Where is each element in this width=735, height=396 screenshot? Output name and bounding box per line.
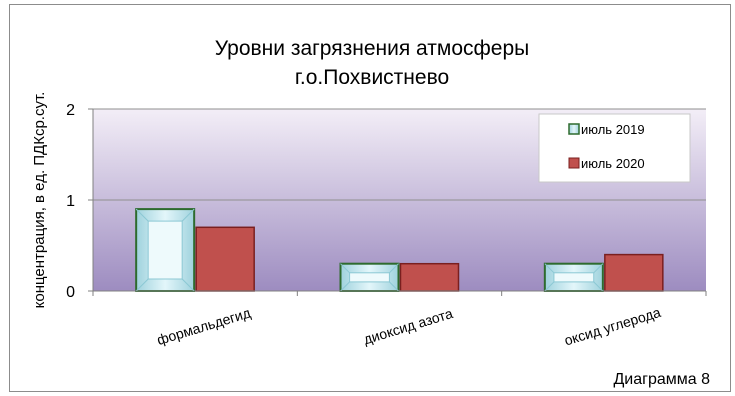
bar-bevel-edge: [544, 263, 555, 274]
bar-bevel-edge: [389, 281, 399, 292]
chart-title-line-2: г.о.Похвистнево: [295, 66, 449, 89]
bar-face: [399, 262, 460, 292]
bar-series-2-0: [195, 226, 255, 292]
bar-series-1-0: [135, 208, 196, 293]
chart-title: Уровни загрязнения атмосферы г.о.Похвист…: [215, 37, 529, 89]
category-labels: формальдегид диоксид азота оксид углерода: [155, 304, 663, 349]
y-tick-label: 0: [66, 284, 75, 301]
bar-bevel: [553, 272, 595, 283]
bar-bevel-edge: [593, 263, 604, 274]
legend-label-series-1: июль 2019: [581, 122, 645, 137]
legend-label-series-2: июль 2020: [581, 156, 645, 171]
bar-series-2-1: [399, 262, 460, 292]
bar-bevel-edge: [135, 208, 149, 222]
y-tick-label: 2: [66, 102, 75, 119]
category-label: оксид углерода: [562, 304, 662, 349]
legend-box: [538, 113, 691, 183]
bar-bevel-edge: [389, 263, 399, 274]
bar-bevel-edge: [181, 278, 195, 292]
axes: [88, 108, 707, 296]
bar-series-1-2: [543, 262, 604, 293]
bar-bevel-edge: [181, 208, 195, 222]
bars: [135, 208, 664, 293]
legend: июль 2019 июль 2020: [538, 113, 691, 183]
bar-bevel: [147, 220, 183, 280]
diagram-caption: Диаграмма 8: [613, 371, 710, 388]
gridlines: [93, 108, 706, 201]
bar-bevel-edge: [593, 281, 604, 292]
bar-face: [195, 226, 255, 292]
bar-series-1-1: [339, 262, 400, 293]
chart-title-line-1: Уровни загрязнения атмосферы: [215, 37, 529, 60]
y-tick-label: 1: [66, 193, 75, 210]
bar-bevel-edge: [544, 281, 555, 292]
legend-swatch-series-1: [568, 123, 580, 135]
y-tick-labels: 0 1 2: [66, 102, 75, 301]
legend-swatch-series-2: [568, 157, 580, 169]
y-axis-label: концентрация, в ед. ПДКср.сут.: [31, 92, 48, 309]
category-label: формальдегид: [155, 304, 252, 348]
bar-bevel: [349, 272, 390, 283]
bar-series-2-2: [604, 253, 664, 292]
bar-bevel-edge: [340, 281, 350, 292]
category-label: диоксид азота: [362, 305, 455, 347]
bar-face: [604, 253, 664, 292]
bar-bevel-edge: [340, 263, 350, 274]
bar-bevel-edge: [135, 278, 149, 292]
